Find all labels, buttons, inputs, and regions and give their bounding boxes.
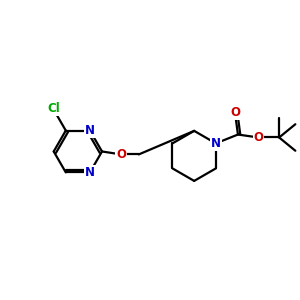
Text: N: N <box>85 124 95 137</box>
Text: N: N <box>211 137 221 150</box>
Text: Cl: Cl <box>47 102 60 116</box>
Text: O: O <box>116 148 126 161</box>
Text: O: O <box>230 106 240 119</box>
Text: N: N <box>85 166 95 179</box>
Text: O: O <box>254 131 263 144</box>
